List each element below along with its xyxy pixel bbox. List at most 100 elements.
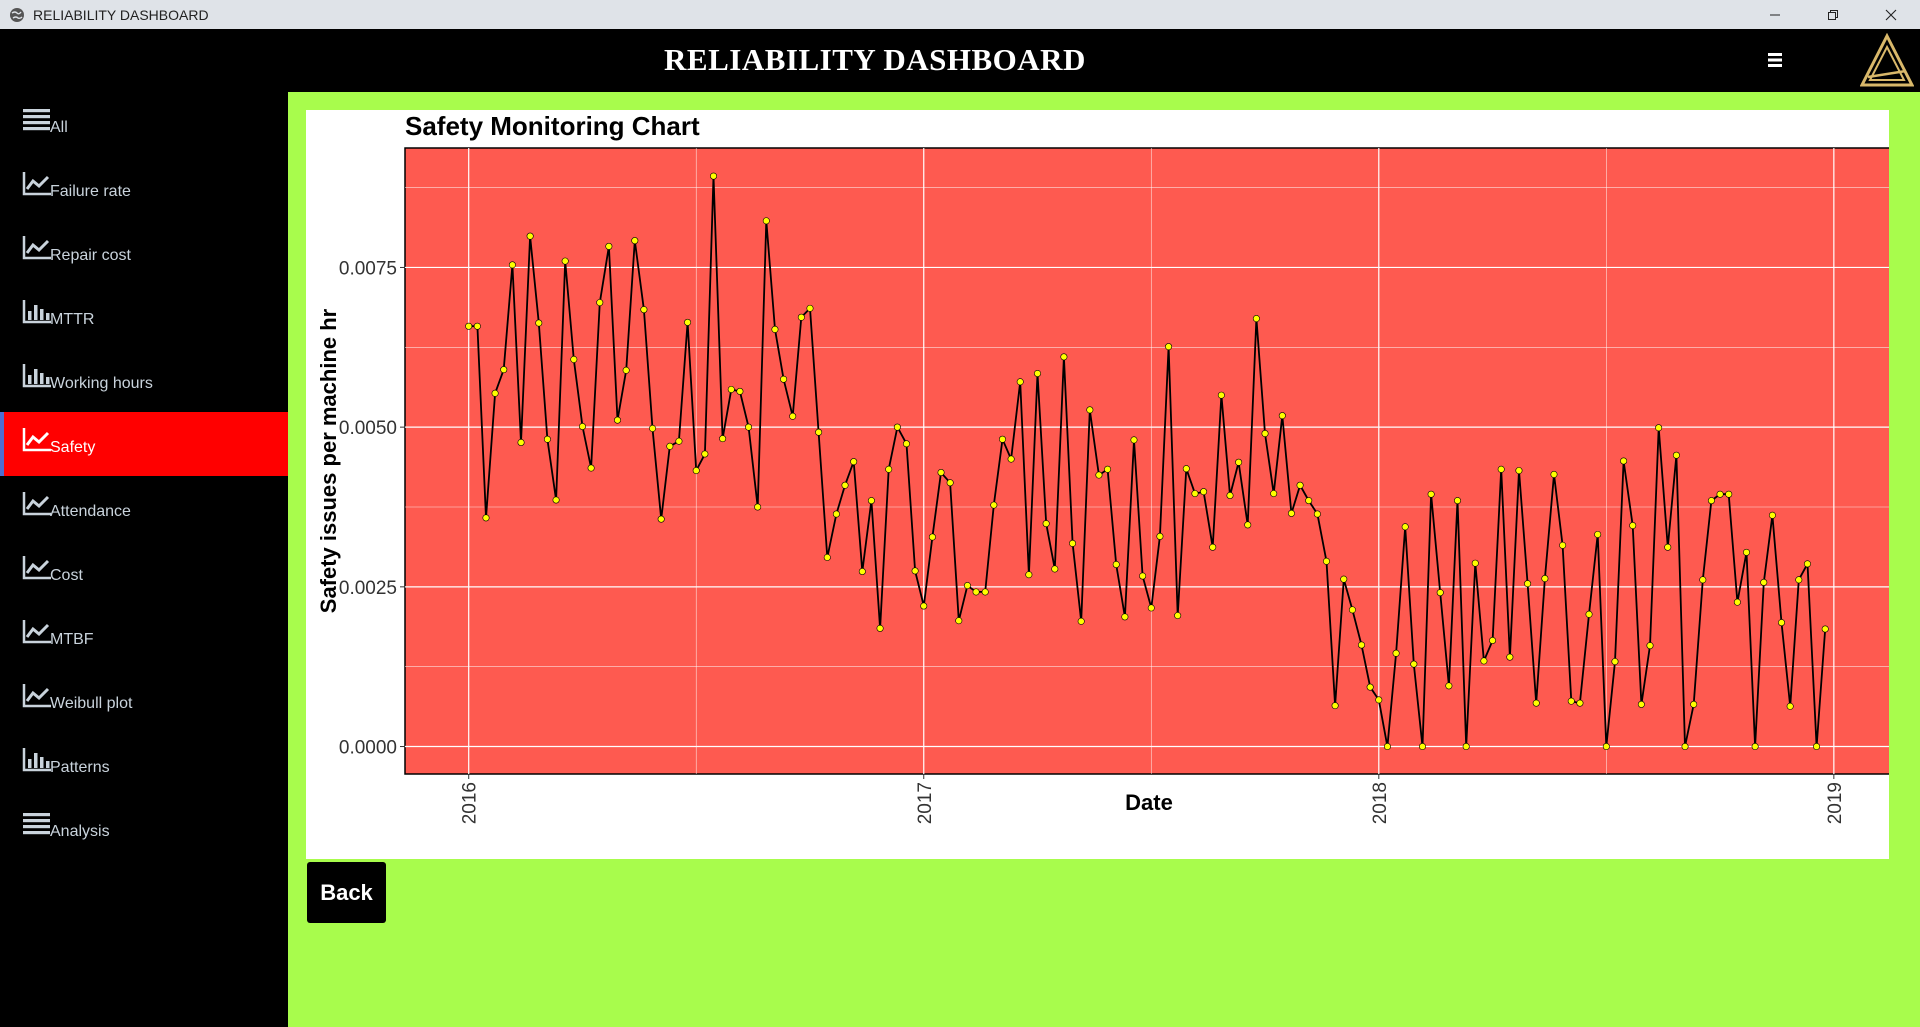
data-point	[911, 567, 919, 575]
back-button[interactable]: Back	[307, 862, 386, 923]
safety-chart: Safety Monitoring Chart 0.00000.00250.00…	[316, 111, 1889, 824]
list-icon	[23, 813, 50, 835]
data-point	[1305, 497, 1313, 505]
data-point	[1287, 509, 1295, 517]
data-point	[955, 617, 963, 625]
sidebar-item-label: Cost	[50, 567, 83, 584]
triangle-logo-icon	[1860, 33, 1914, 87]
data-point	[1462, 743, 1470, 751]
sidebar-item-label: MTBF	[50, 631, 94, 648]
data-point	[1007, 455, 1015, 463]
data-point	[1795, 576, 1803, 584]
data-point	[482, 514, 490, 522]
line-chart-icon	[22, 620, 51, 644]
line-chart-icon	[22, 492, 51, 516]
data-point	[543, 435, 551, 443]
sidebar-item-patterns[interactable]: Patterns	[0, 732, 288, 796]
data-point	[1550, 470, 1558, 478]
data-point	[797, 313, 805, 321]
data-point	[1112, 560, 1120, 568]
sidebar-item-repair-cost[interactable]: Repair cost	[0, 220, 288, 284]
data-point	[1104, 465, 1112, 473]
sidebar-item-label: Analysis	[50, 823, 110, 840]
data-point	[1664, 543, 1672, 551]
data-point	[710, 172, 718, 180]
data-point	[1270, 490, 1278, 498]
data-point	[1296, 481, 1304, 489]
data-point	[1760, 578, 1768, 586]
data-point	[1226, 491, 1234, 499]
sidebar-item-failure-rate[interactable]: Failure rate	[0, 156, 288, 220]
data-point	[1156, 532, 1164, 540]
x-tick-label: 2016	[460, 782, 481, 824]
data-point	[1121, 613, 1129, 621]
data-point	[867, 497, 875, 505]
sidebar-item-safety[interactable]: Safety	[0, 412, 288, 476]
data-point	[1130, 436, 1138, 444]
data-point	[745, 423, 753, 431]
maximize-button[interactable]	[1804, 0, 1862, 29]
sidebar-item-label: Repair cost	[50, 247, 131, 264]
data-point	[1471, 559, 1479, 567]
data-point	[832, 510, 840, 518]
chart-title: Safety Monitoring Chart	[405, 111, 700, 141]
sidebar-item-analysis[interactable]: Analysis	[0, 796, 288, 860]
data-point	[1637, 700, 1645, 708]
data-point	[1602, 743, 1610, 751]
data-point	[727, 385, 735, 393]
data-point	[596, 299, 604, 307]
data-point	[1042, 520, 1050, 528]
y-tick-label: 0.0075	[339, 258, 397, 279]
data-point	[631, 237, 639, 245]
data-point	[1147, 604, 1155, 612]
gridlines	[405, 148, 1889, 774]
data-point	[1025, 571, 1033, 579]
data-point	[1358, 641, 1366, 649]
sidebar-item-working-hours[interactable]: Working hours	[0, 348, 288, 412]
sidebar-item-mtbf[interactable]: MTBF	[0, 604, 288, 668]
close-icon	[1885, 9, 1897, 20]
data-point	[1086, 406, 1094, 414]
plot-area	[404, 147, 1889, 775]
sidebar-item-mttr[interactable]: MTTR	[0, 284, 288, 348]
data-point	[491, 389, 499, 397]
data-point	[1445, 682, 1453, 690]
data-point	[526, 232, 534, 240]
minimize-button[interactable]	[1746, 0, 1804, 29]
data-point	[789, 412, 797, 420]
data-point	[578, 423, 586, 431]
data-point	[1191, 490, 1199, 498]
data-point	[1813, 743, 1821, 751]
sidebar-nav: All Failure rate Repair cost MTTR Workin…	[0, 92, 288, 1027]
data-point	[928, 533, 936, 541]
data-point	[1655, 424, 1663, 432]
data-point	[754, 503, 762, 511]
data-point	[1217, 391, 1225, 399]
data-point	[465, 322, 473, 330]
data-point	[701, 450, 709, 458]
data-point	[806, 304, 814, 312]
data-point	[666, 442, 674, 450]
data-point	[1165, 343, 1173, 351]
data-point	[622, 366, 630, 374]
hamburger-icon[interactable]	[1764, 47, 1788, 73]
data-point	[1690, 700, 1698, 708]
data-point	[1322, 557, 1330, 565]
data-point	[1742, 548, 1750, 556]
sidebar-item-label: All	[50, 119, 68, 136]
sidebar-item-attendance[interactable]: Attendance	[0, 476, 288, 540]
sidebar-item-cost[interactable]: Cost	[0, 540, 288, 604]
close-button[interactable]	[1862, 0, 1920, 29]
chart-panel: Safety Monitoring Chart 0.0000 0.0025 0.00…	[306, 110, 1889, 859]
data-point	[1699, 576, 1707, 584]
data-point	[850, 458, 858, 466]
sidebar-item-all[interactable]: All	[0, 92, 288, 156]
data-point	[937, 468, 945, 476]
sidebar-item-weibull-plot[interactable]: Weibull plot	[0, 668, 288, 732]
data-point	[1383, 743, 1391, 751]
data-point	[815, 428, 823, 436]
data-point	[1778, 619, 1786, 627]
data-point	[675, 437, 683, 445]
data-point	[771, 325, 779, 333]
line-chart-icon	[22, 236, 51, 260]
